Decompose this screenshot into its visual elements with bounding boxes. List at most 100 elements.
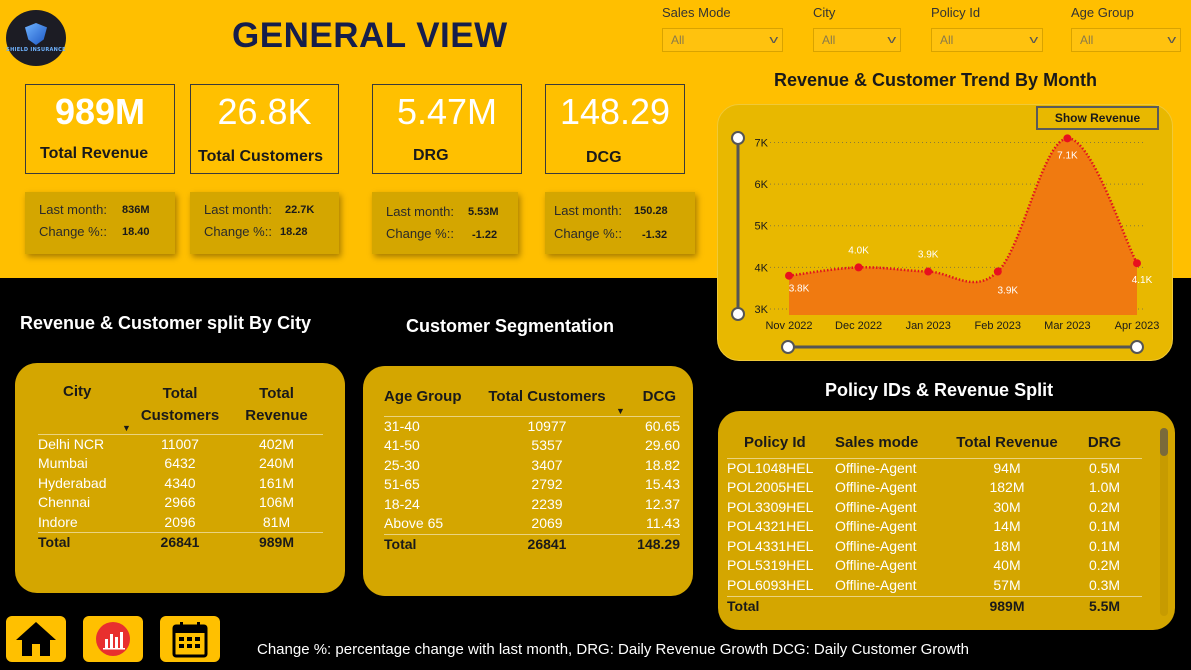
filter-city[interactable]: City All v	[813, 4, 901, 52]
cell-total-dcg: 148.29	[612, 534, 680, 555]
cell-revenue: 30M	[993, 498, 1021, 515]
data-label: 3.9K	[918, 250, 939, 261]
cell-dcg: 29.60	[644, 437, 680, 454]
table-row[interactable]: Mumbai 6432 240M	[38, 454, 323, 474]
slider-handle[interactable]	[1130, 340, 1144, 354]
table-row[interactable]: Delhi NCR 11007 402M	[38, 434, 323, 454]
table-row[interactable]: 31-40 10977 60.65	[384, 416, 680, 436]
city-split-title: Revenue & Customer split By City	[20, 313, 312, 333]
calendar-icon	[172, 622, 208, 658]
table-row[interactable]: 25-30 3407 18.82	[384, 456, 680, 476]
cell-revenue: 40M	[993, 557, 1021, 574]
filter-dropdown[interactable]: All v	[931, 28, 1043, 52]
col-header-sales-mode[interactable]: Sales mode	[835, 434, 919, 452]
nav-chart-button[interactable]	[83, 616, 143, 662]
policy-split-table: Policy Id Sales mode Total Revenue DRG P…	[727, 428, 1142, 617]
col-header-revenue[interactable]: Total Revenue	[956, 434, 1058, 452]
cell-revenue: 14M	[993, 518, 1021, 535]
col-header-revenue[interactable]: Total Revenue	[230, 383, 323, 434]
chevron-down-icon: v	[768, 34, 778, 46]
cell-age-group: Above 65	[384, 515, 444, 532]
cell-sales-mode: Offline-Agent	[835, 537, 917, 554]
filter-age-group[interactable]: Age Group All v	[1071, 4, 1181, 52]
data-point[interactable]	[1063, 134, 1072, 143]
filter-policy-id[interactable]: Policy Id All v	[931, 4, 1043, 52]
col-header-label: Total Customers	[140, 385, 220, 424]
table-row[interactable]: POL4321HEL Offline-Agent 14M 0.1M	[727, 517, 1142, 537]
filter-sales-mode[interactable]: Sales Mode All v	[662, 4, 783, 52]
cell-customers: 5357	[531, 437, 563, 454]
cell-age-group: 41-50	[384, 437, 420, 454]
table-row[interactable]: POL2005HEL Offline-Agent 182M 1.0M	[727, 478, 1142, 498]
table-row[interactable]: 18-24 2239 12.37	[384, 495, 680, 515]
table-row[interactable]: POL5319HEL Offline-Agent 40M 0.2M	[727, 556, 1142, 576]
data-label: 7.1K	[1057, 150, 1078, 161]
table-row[interactable]: POL4331HEL Offline-Agent 18M 0.1M	[727, 537, 1142, 557]
data-point[interactable]	[993, 267, 1002, 276]
last-month-value: 150.28	[634, 205, 668, 217]
col-header-customers[interactable]: Total Customers	[488, 388, 606, 405]
cell-customers: 2096	[164, 513, 196, 530]
kpi-sub-customers: Last month: 22.7K Change %:: 18.28	[190, 192, 339, 254]
filter-dropdown[interactable]: All v	[813, 28, 901, 52]
nav-home-button[interactable]	[6, 616, 66, 662]
cell-customers: 4340	[164, 474, 196, 491]
cell-total-customers: 26841	[482, 534, 612, 555]
y-tick-label: 6K	[755, 179, 769, 191]
area-fill	[789, 138, 1137, 315]
cell-revenue: 81M	[262, 513, 291, 530]
cell-drg: 1.0M	[1088, 479, 1121, 496]
data-label: 4.0K	[848, 245, 869, 256]
slider-handle[interactable]	[731, 307, 745, 321]
cell-age-group: 31-40	[384, 417, 420, 434]
table-row[interactable]: 41-50 5357 29.60	[384, 436, 680, 456]
cell-drg: 0.5M	[1088, 459, 1121, 476]
data-point[interactable]	[1133, 259, 1141, 268]
table-row[interactable]: Chennai 2966 106M	[38, 493, 323, 513]
cell-city: Mumbai	[38, 455, 88, 472]
filter-dropdown[interactable]: All v	[1071, 28, 1181, 52]
col-header-customers[interactable]: Total Customers ▼	[122, 383, 230, 434]
table-row[interactable]: POL1048HEL Offline-Agent 94M 0.5M	[727, 458, 1142, 478]
change-label: Change %::	[39, 224, 107, 239]
col-header-policy-id[interactable]: Policy Id	[744, 434, 806, 452]
show-revenue-button[interactable]: Show Revenue	[1036, 106, 1159, 130]
data-point[interactable]	[854, 263, 863, 272]
home-icon	[16, 622, 56, 656]
table-row[interactable]: Indore 2096 81M	[38, 513, 323, 533]
slider-handle[interactable]	[781, 340, 795, 354]
table-row[interactable]: POL6093HEL Offline-Agent 57M 0.3M	[727, 576, 1142, 596]
change-value: 18.40	[122, 226, 150, 238]
table-scrollbar[interactable]	[1160, 428, 1168, 616]
cell-customers: 3407	[531, 456, 563, 473]
kpi-sub-drg: Last month: 5.53M Change %:: -1.22	[372, 192, 518, 254]
slider-handle[interactable]	[731, 131, 745, 145]
cell-revenue: 94M	[993, 459, 1021, 476]
filter-label: Sales Mode	[662, 5, 731, 20]
cell-total-revenue: 989M	[230, 532, 323, 554]
table-row[interactable]: 51-65 2792 15.43	[384, 475, 680, 495]
col-header-age-group[interactable]: Age Group	[384, 388, 462, 405]
scrollbar-thumb[interactable]	[1160, 428, 1168, 456]
kpi-value: 148.29	[559, 91, 671, 132]
chevron-down-icon: v	[1028, 34, 1038, 46]
col-header-label: Total Revenue	[245, 385, 308, 424]
x-tick-label: Dec 2022	[835, 320, 882, 332]
cell-city: Hyderabad	[38, 474, 107, 491]
col-header-city[interactable]: City	[63, 383, 92, 400]
table-row[interactable]: Hyderabad 4340 161M	[38, 474, 323, 494]
sort-down-icon: ▼	[616, 406, 625, 416]
change-label: Change %::	[554, 226, 622, 241]
col-header-dcg[interactable]: DCG ▼	[612, 386, 680, 416]
nav-calendar-button[interactable]	[160, 616, 220, 662]
table-row[interactable]: POL3309HEL Offline-Agent 30M 0.2M	[727, 498, 1142, 518]
data-point[interactable]	[785, 271, 793, 280]
filter-dropdown[interactable]: All v	[662, 28, 783, 52]
col-header-drg[interactable]: DRG	[1087, 434, 1122, 452]
cell-customers: 2792	[531, 476, 563, 493]
cell-customers: 10977	[527, 417, 567, 434]
change-value: -1.32	[642, 229, 668, 241]
chevron-down-icon: v	[886, 34, 896, 46]
data-point[interactable]	[924, 267, 933, 276]
table-row[interactable]: Above 65 2069 11.43	[384, 514, 680, 534]
